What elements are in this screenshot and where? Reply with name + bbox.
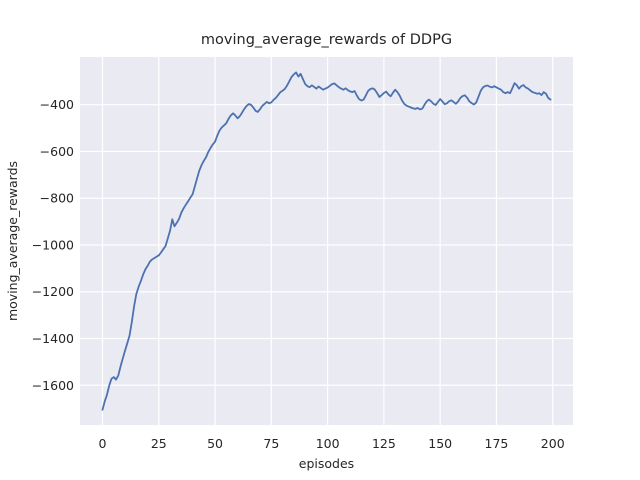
x-tick-label: 175: [485, 436, 509, 451]
x-tick-label: 100: [316, 436, 340, 451]
x-axis-label: episodes: [299, 456, 354, 471]
data-series: [101, 71, 552, 411]
x-tick-labels: 0 25 50 75 100 125 150 175 200: [99, 436, 565, 451]
y-tick-labels: −400 −600 −800 −1000 −1200 −1400 −1600: [32, 97, 74, 393]
y-tick-label: −1400: [32, 331, 74, 346]
x-tick-label: 50: [207, 436, 223, 451]
x-tick-label: 75: [263, 436, 279, 451]
grid-lines: [80, 57, 573, 425]
y-axis-label: moving_average_rewards: [5, 161, 20, 321]
y-tick-label: −1600: [32, 378, 74, 393]
y-tick-label: −600: [40, 144, 74, 159]
plot-area: [80, 57, 573, 425]
reward-line: [101, 71, 552, 411]
x-tick-label: 0: [99, 436, 107, 451]
y-tick-label: −400: [40, 97, 74, 112]
chart-title: moving_average_rewards of DDPG: [201, 32, 452, 48]
y-tick-label: −1000: [32, 237, 74, 252]
x-tick-label: 25: [151, 436, 167, 451]
x-tick-label: 200: [541, 436, 565, 451]
x-tick-label: 125: [372, 436, 396, 451]
y-tick-label: −800: [40, 191, 74, 206]
y-tick-label: −1200: [32, 284, 74, 299]
x-tick-label: 150: [428, 436, 452, 451]
